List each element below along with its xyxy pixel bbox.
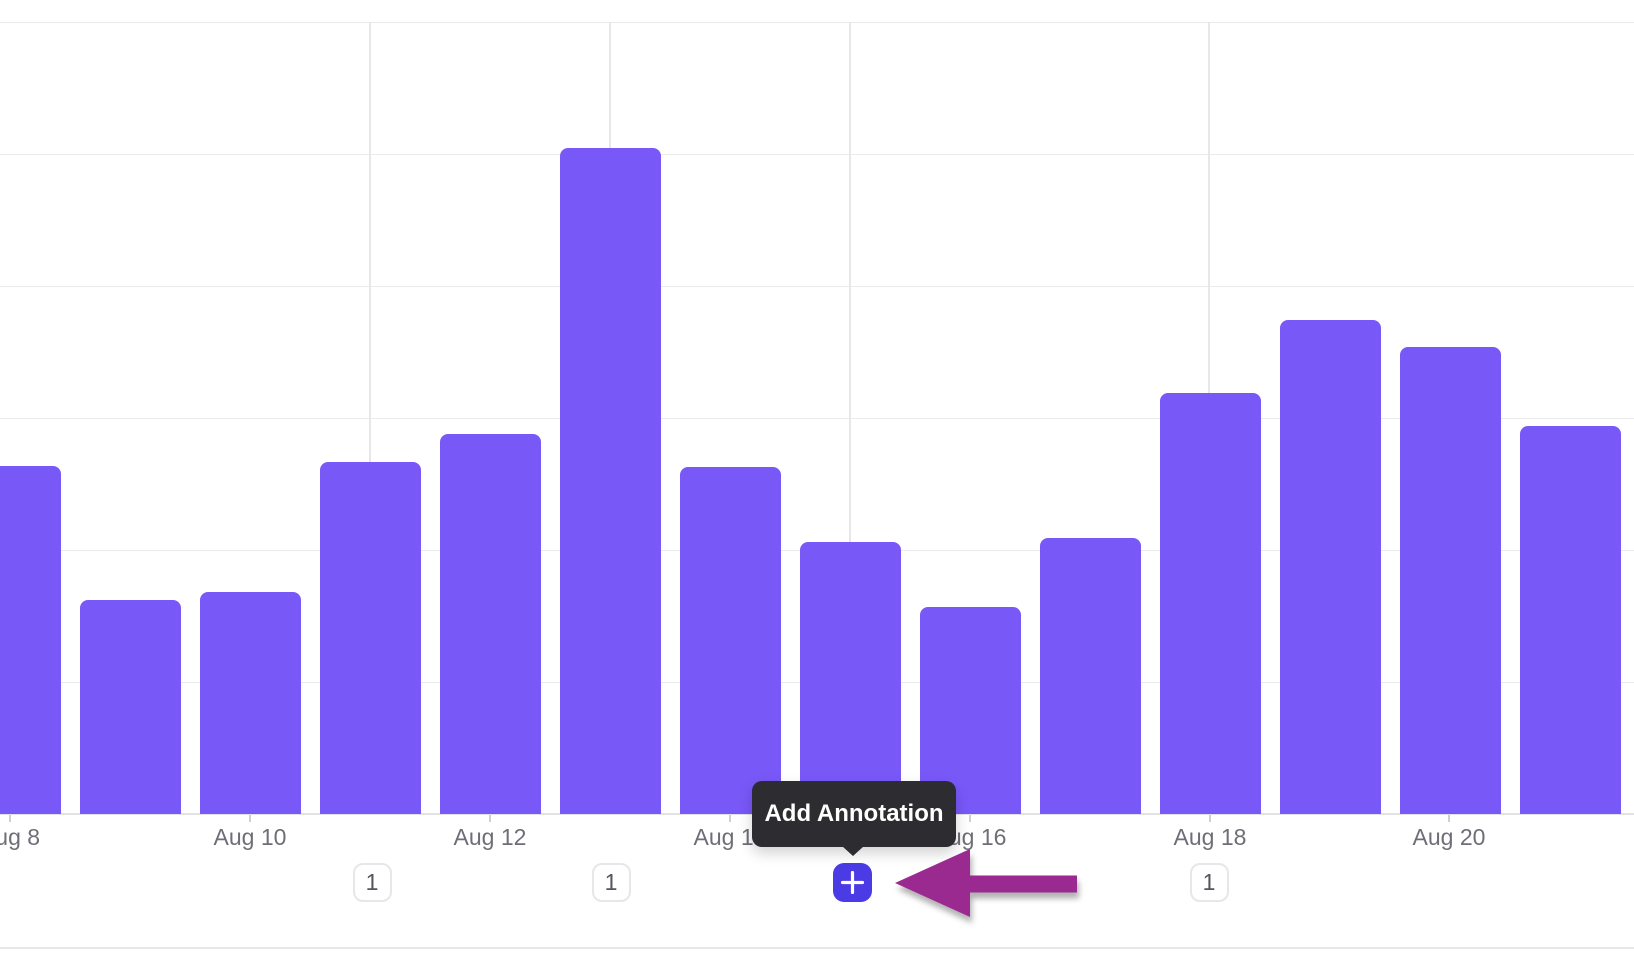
bar-aug-20[interactable]: [1399, 347, 1501, 814]
tooltip-caret: [842, 846, 864, 856]
annotation-count-badge[interactable]: 1: [591, 863, 631, 902]
x-axis-tick: [1448, 815, 1450, 822]
bar-aug-16[interactable]: [919, 607, 1021, 814]
x-axis-label: Aug 20: [1412, 824, 1486, 850]
h-gridline: [0, 418, 1634, 419]
add-annotation-tooltip: Add Annotation: [752, 781, 956, 856]
bottom-divider: [0, 947, 1634, 949]
h-gridline: [0, 286, 1634, 287]
bar-aug-9[interactable]: [79, 600, 181, 814]
bar-aug-11[interactable]: [319, 462, 421, 814]
annotation-marker-line: [849, 22, 851, 814]
add-annotation-button[interactable]: [833, 863, 872, 902]
x-axis-tick: [729, 815, 731, 822]
bar-aug-13[interactable]: [559, 148, 661, 814]
x-axis-label: Aug 8: [0, 824, 41, 850]
annotation-count-badge[interactable]: 1: [1189, 863, 1229, 902]
bar-aug-21[interactable]: [1519, 426, 1621, 814]
h-gridline: [0, 154, 1634, 155]
bar-aug-19[interactable]: [1279, 320, 1381, 814]
x-axis-label: Aug 12: [453, 824, 527, 850]
x-axis-label: Aug 10: [213, 824, 287, 850]
bar-aug-12[interactable]: [439, 434, 541, 814]
x-axis-tick: [9, 815, 11, 822]
bar-aug-8[interactable]: [0, 466, 61, 814]
x-axis-tick: [1209, 815, 1211, 822]
x-axis-label: Aug 18: [1173, 824, 1247, 850]
tooltip-label: Add Annotation: [764, 800, 944, 827]
bar-aug-10[interactable]: [199, 592, 301, 814]
plus-icon: [841, 871, 864, 894]
bar-aug-14[interactable]: [679, 467, 781, 814]
bar-aug-15[interactable]: [799, 542, 901, 814]
x-axis-tick: [969, 815, 971, 822]
bar-aug-18[interactable]: [1159, 393, 1261, 814]
bar-aug-17[interactable]: [1039, 538, 1141, 814]
h-gridline: [0, 22, 1634, 23]
x-axis-tick: [249, 815, 251, 822]
x-axis-tick: [489, 815, 491, 822]
annotation-marker-line: [369, 22, 371, 814]
annotation-count-badge[interactable]: 1: [352, 863, 392, 902]
